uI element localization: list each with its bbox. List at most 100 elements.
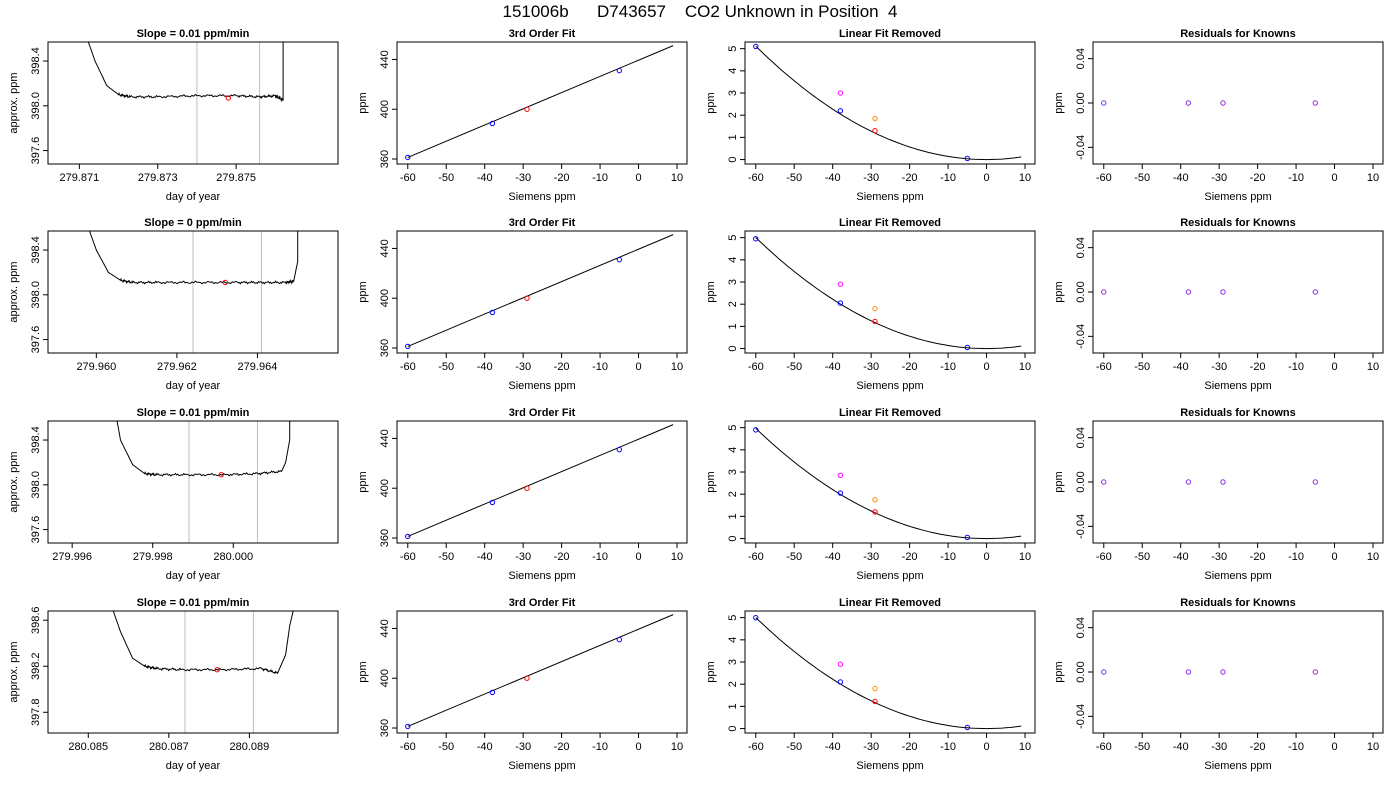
x-tick-label: -40 xyxy=(1173,361,1189,373)
data-point xyxy=(753,236,759,242)
x-tick-label: -10 xyxy=(592,361,608,373)
data-point xyxy=(489,309,496,316)
x-tick-label: -50 xyxy=(786,741,802,753)
x-axis-label: Siemens ppm xyxy=(508,380,575,392)
x-tick-label: -60 xyxy=(1096,172,1112,184)
y-axis-label: approx. ppm xyxy=(8,451,20,512)
y-axis-label: ppm xyxy=(357,471,369,492)
plot-area xyxy=(405,614,674,730)
y-tick-label: 0.00 xyxy=(1075,92,1087,113)
y-tick-label: 397.8 xyxy=(30,699,42,727)
y-axis-label: approx. ppm xyxy=(8,72,20,133)
x-tick-label: 10 xyxy=(1019,741,1031,753)
x-tick-label: -50 xyxy=(1134,551,1150,563)
x-tick-label: -10 xyxy=(592,551,608,563)
x-tick-label: -30 xyxy=(515,551,531,563)
plot-area xyxy=(753,427,1022,541)
fit-curve xyxy=(755,617,1022,730)
y-tick-label: 0 xyxy=(727,726,739,732)
x-tick-label: 10 xyxy=(1367,361,1379,373)
x-tick-label: -30 xyxy=(1211,361,1227,373)
panel-title: 3rd Order Fit xyxy=(509,217,576,229)
y-axis-label: ppm xyxy=(705,281,717,302)
x-axis-label: Siemens ppm xyxy=(1204,760,1271,772)
x-tick-label: 10 xyxy=(671,361,683,373)
fit-line xyxy=(407,45,674,158)
y-tick-label: 0.00 xyxy=(1075,661,1087,682)
data-point xyxy=(524,675,530,681)
x-axis-label: Siemens ppm xyxy=(508,570,575,582)
y-tick-label: 0 xyxy=(727,536,739,542)
x-axis-label: Siemens ppm xyxy=(856,191,923,203)
panel-title: Slope = 0.01 ppm/min xyxy=(137,28,250,40)
panel-title: Linear Fit Removed xyxy=(839,597,941,609)
x-tick-label: 0 xyxy=(1331,551,1337,563)
data-point xyxy=(1101,669,1107,675)
series-line xyxy=(112,611,294,675)
data-point xyxy=(1220,100,1226,106)
y-tick-label: 1 xyxy=(727,513,739,519)
plot-area xyxy=(1101,289,1319,295)
x-tick-label: -50 xyxy=(1134,741,1150,753)
x-tick-label: -60 xyxy=(748,741,764,753)
x-tick-label: 10 xyxy=(671,172,683,184)
panel-title: Linear Fit Removed xyxy=(839,407,941,419)
y-tick-label: 5 xyxy=(727,425,739,431)
x-tick-label: 279.871 xyxy=(59,172,99,184)
chart-panel: 3rd Order Fit -60 -50 -40 -30 -20 -10 0 10 360 400… xyxy=(357,217,688,392)
y-tick-label: 360 xyxy=(379,719,391,737)
x-axis-label: Siemens ppm xyxy=(856,760,923,772)
series-line xyxy=(116,421,291,478)
x-tick-label: -60 xyxy=(748,361,764,373)
x-tick-label: -20 xyxy=(902,172,918,184)
x-axis-label: Siemens ppm xyxy=(1204,191,1271,203)
plot-area xyxy=(753,236,1022,351)
x-tick-label: -10 xyxy=(940,741,956,753)
x-tick-label: 0 xyxy=(1331,741,1337,753)
data-point xyxy=(405,723,411,730)
plot-frame xyxy=(744,230,1036,354)
x-tick-label: -60 xyxy=(400,551,416,563)
x-tick-label: 0 xyxy=(635,172,641,184)
plot-area xyxy=(405,234,674,350)
x-tick-label: 10 xyxy=(1367,172,1379,184)
plot-frame xyxy=(1092,420,1384,544)
data-point xyxy=(872,318,878,325)
data-point xyxy=(1185,479,1192,485)
x-tick-label: -10 xyxy=(940,551,956,563)
plot-frame xyxy=(1092,610,1384,734)
x-tick-label: -10 xyxy=(1288,172,1304,184)
data-point xyxy=(616,67,623,74)
y-tick-label: 3 xyxy=(727,279,739,285)
y-axis-label: ppm xyxy=(705,92,717,113)
x-tick-label: -20 xyxy=(554,361,570,373)
y-tick-label: 4 xyxy=(727,257,739,263)
x-tick-label: -10 xyxy=(592,741,608,753)
y-tick-label: 2 xyxy=(727,301,739,307)
data-point xyxy=(837,490,844,496)
data-point xyxy=(872,685,878,692)
y-tick-label: 0.04 xyxy=(1075,237,1087,258)
x-tick-label: -30 xyxy=(1211,172,1227,184)
plot-frame xyxy=(47,420,339,544)
fit-line xyxy=(407,424,674,537)
y-tick-label: 398.0 xyxy=(30,92,42,120)
plot-area xyxy=(405,45,674,161)
x-tick-label: -20 xyxy=(902,551,918,563)
chart-panel: Linear Fit Removed -60 -50 -40 -30 -20 -10 0 10 0… xyxy=(705,597,1036,772)
x-tick-label: 279.960 xyxy=(76,361,116,373)
chart-panel: 3rd Order Fit -60 -50 -40 -30 -20 -10 0 10 360 400… xyxy=(357,407,688,582)
data-point xyxy=(489,689,496,696)
x-tick-label: 280.089 xyxy=(230,741,270,753)
x-tick-label: -60 xyxy=(748,172,764,184)
y-tick-label: 440 xyxy=(379,429,391,447)
y-tick-label: 3 xyxy=(727,659,739,665)
y-tick-label: 398.0 xyxy=(30,281,42,309)
fit-curve xyxy=(755,45,1022,161)
plot-area xyxy=(116,421,291,543)
panel-title: Residuals for Knowns xyxy=(1180,597,1296,609)
plot-area xyxy=(753,614,1022,731)
y-tick-label: 398.4 xyxy=(30,47,42,75)
x-tick-label: -60 xyxy=(1096,741,1112,753)
x-tick-label: -30 xyxy=(863,172,879,184)
